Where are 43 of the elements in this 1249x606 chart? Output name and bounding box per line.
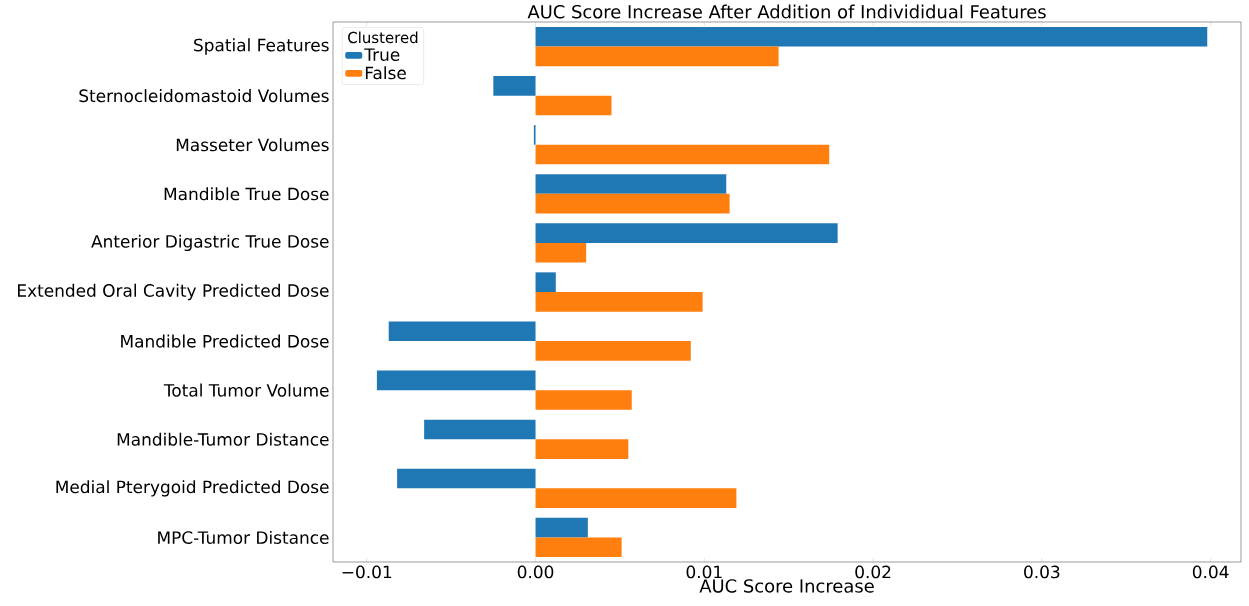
y-tick-label: Mandible True Dose — [164, 187, 329, 201]
bar — [535, 439, 629, 459]
bar — [535, 390, 632, 410]
y-tick-label: Mandible Predicted Dose — [121, 334, 329, 348]
bar — [535, 517, 588, 538]
bar — [397, 468, 536, 489]
bar — [535, 26, 1208, 47]
bar — [535, 488, 737, 508]
x-tick-label: −0.01 — [342, 565, 392, 579]
x-tick-label: 0.03 — [1024, 565, 1060, 579]
bar — [424, 419, 536, 440]
legend-label: True — [364, 48, 400, 61]
bar — [535, 537, 622, 558]
y-tick-label: MPC-Tumor Distance — [158, 530, 329, 544]
bar — [376, 370, 536, 391]
y-tick-label: Total Tumor Volume — [163, 383, 329, 397]
legend-title: Clustered — [348, 31, 418, 44]
bar — [535, 193, 730, 214]
y-tick-label: Spatial Features — [194, 38, 329, 55]
x-tick-label: 0.01 — [686, 565, 722, 579]
y-tick-label: Medial Pterygoid Predicted Dose — [56, 480, 329, 497]
legend-label: False — [365, 66, 406, 80]
bar — [535, 272, 556, 292]
chart-title: AUC Score Increase After Addition of Individidual Features — [527, 4, 1046, 19]
y-tick-label: Extended Oral Cavity Predicted Dose — [18, 283, 329, 301]
bar — [535, 291, 703, 312]
x-tick-label: 0.02 — [855, 565, 891, 579]
bar — [535, 95, 612, 116]
x-tick-label: 0.04 — [1192, 565, 1229, 579]
bar — [535, 242, 587, 263]
y-tick-label: Mandible-Tumor Distance — [117, 432, 329, 446]
x-tick-label: 0.00 — [517, 565, 554, 579]
bar — [388, 321, 536, 342]
y-tick-label: Masseter Volumes — [176, 138, 329, 152]
y-tick-label: Sternocleidomastoid Volumes — [79, 89, 329, 103]
bar — [535, 341, 691, 361]
bar — [535, 144, 830, 165]
x-axis-title: AUC Score Increase — [699, 579, 874, 593]
bar — [535, 174, 727, 194]
y-tick-label: Anterior Digastric True Dose — [91, 234, 329, 252]
bar — [535, 46, 779, 67]
bar — [493, 75, 536, 96]
bar — [535, 223, 838, 243]
